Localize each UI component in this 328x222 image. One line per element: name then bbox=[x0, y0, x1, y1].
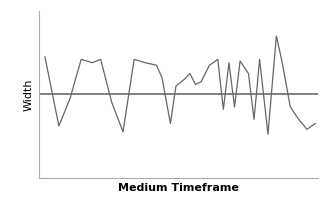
Y-axis label: Width: Width bbox=[24, 78, 34, 111]
X-axis label: Medium Timeframe: Medium Timeframe bbox=[118, 183, 239, 193]
